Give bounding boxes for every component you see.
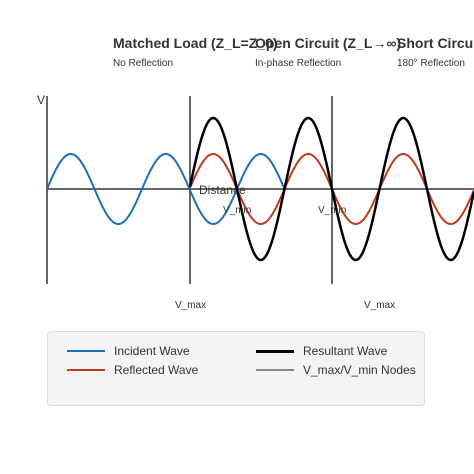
legend: Incident Wave Reflected Wave Resultant W… xyxy=(47,331,425,406)
incident-swatch xyxy=(67,350,105,352)
vmax-label-2: V_max xyxy=(364,300,395,311)
legend-item-reflected: Reflected Wave xyxy=(67,363,198,377)
incident-wave xyxy=(46,152,286,226)
legend-item-resultant: Resultant Wave xyxy=(256,344,387,358)
legend-label-nodes: V_max/V_min Nodes xyxy=(303,363,416,377)
vmin-label-1: V_min xyxy=(223,205,251,216)
legend-item-nodes: V_max/V_min Nodes xyxy=(256,363,416,377)
vmax-label-1: V_max xyxy=(175,300,206,311)
vmin-label-2: V_min xyxy=(318,205,346,216)
panel-subtitle-open: In-phase Reflection xyxy=(255,58,341,69)
legend-item-incident: Incident Wave xyxy=(67,344,190,358)
panel-subtitle-short: 180° Reflection xyxy=(397,58,465,69)
legend-label-resultant: Resultant Wave xyxy=(303,344,388,358)
legend-label-incident: Incident Wave xyxy=(114,344,190,358)
nodes-swatch xyxy=(256,369,294,371)
panel-title-short: Short Circuit (Z_L=0) xyxy=(397,35,474,51)
panel-title-matched: Matched Load (Z_L=Z_0) xyxy=(113,35,278,51)
legend-label-reflected: Reflected Wave xyxy=(114,363,199,377)
reflected-swatch xyxy=(67,369,105,371)
panel-subtitle-matched: No Reflection xyxy=(113,58,173,69)
y-axis-label: V xyxy=(37,93,45,107)
resultant-wave xyxy=(188,116,474,262)
panel-title-open: Open Circuit (Z_L→∞) xyxy=(255,35,401,51)
resultant-swatch xyxy=(256,349,294,353)
